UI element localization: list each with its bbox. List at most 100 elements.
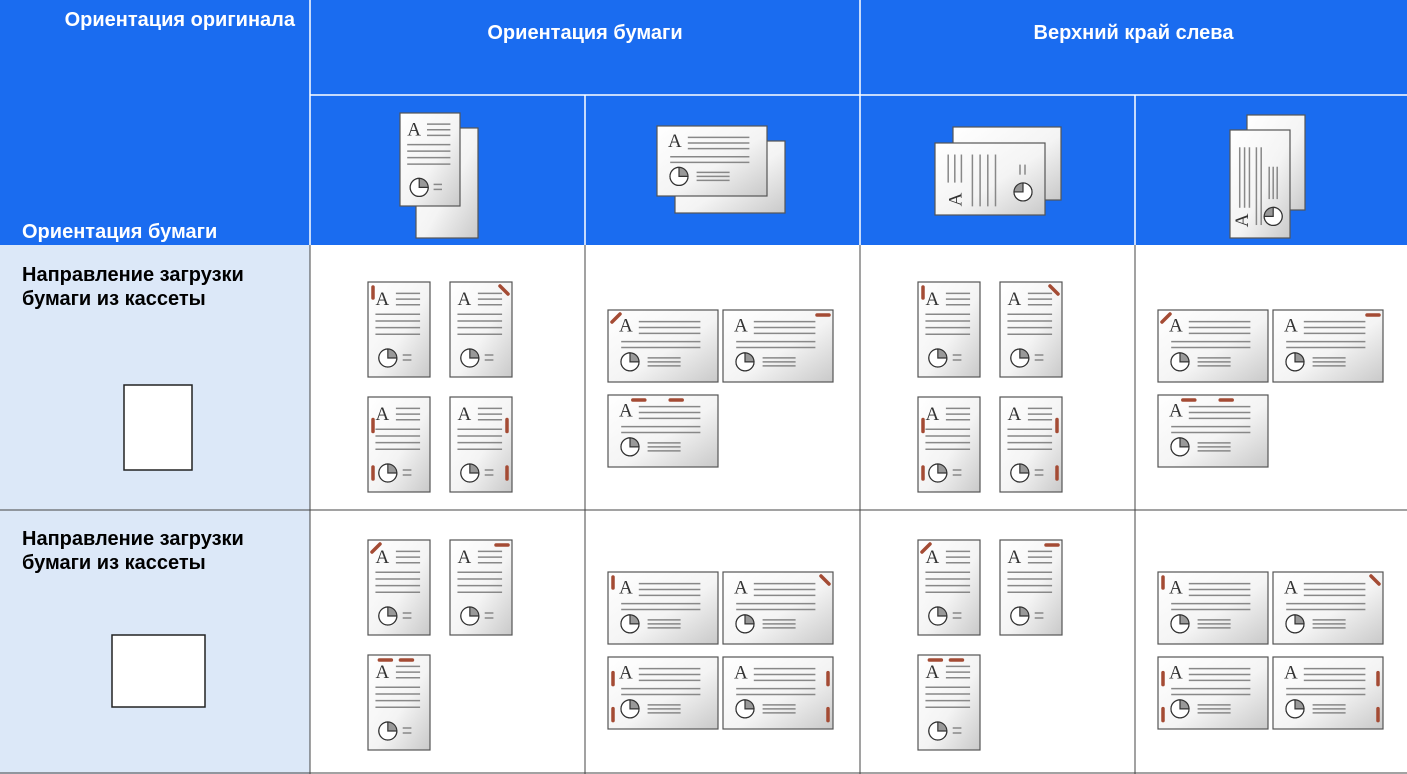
page	[917, 654, 981, 751]
glyph: A	[1007, 547, 1021, 568]
rotated-content: A	[1232, 147, 1283, 227]
page	[367, 654, 431, 751]
page	[917, 281, 981, 378]
pie-slice	[460, 348, 480, 368]
glyph: A	[1169, 578, 1183, 599]
page-icon: A	[1157, 309, 1269, 383]
pie-slice	[735, 352, 755, 372]
page	[999, 539, 1063, 636]
glyph: A	[1169, 316, 1183, 337]
glyph: A	[375, 404, 389, 425]
page-icon: A	[449, 281, 513, 378]
page	[399, 112, 461, 207]
glyph: A	[457, 404, 471, 425]
page	[999, 281, 1063, 378]
glyph: A	[619, 578, 633, 599]
pie-slice	[669, 166, 689, 186]
page-icon: A	[1157, 571, 1269, 645]
pie-slice	[620, 699, 640, 719]
page	[367, 281, 431, 378]
pie-slice	[1170, 699, 1190, 719]
page-icon: A	[934, 142, 1046, 216]
page	[367, 539, 431, 636]
page	[449, 281, 513, 378]
corner-bottom: Ориентация бумаги	[22, 221, 218, 243]
glyph: A	[1284, 316, 1298, 337]
pie-slice	[378, 721, 398, 741]
page-icon: A	[1157, 656, 1269, 730]
page-icon: A	[722, 571, 834, 645]
staple	[610, 312, 622, 324]
page-icon: A	[607, 309, 719, 383]
pie-slice	[1010, 348, 1030, 368]
pie-slice	[928, 348, 948, 368]
pie-slice	[620, 352, 640, 372]
glyph: A	[457, 289, 471, 310]
paper-portrait	[123, 384, 193, 471]
glyph: A	[734, 578, 748, 599]
pie-slice	[1013, 182, 1033, 202]
page	[449, 539, 513, 636]
group-header: Ориентация бумаги	[487, 22, 683, 44]
page-icon: A	[449, 396, 513, 493]
page-icon: A	[1157, 394, 1269, 468]
pie-slice	[620, 437, 640, 457]
pie-slice	[928, 463, 948, 483]
staple	[1048, 284, 1060, 296]
page-icon: A	[607, 571, 719, 645]
page	[449, 396, 513, 493]
page-icon: A	[449, 539, 513, 636]
page	[934, 142, 1046, 216]
glyph: A	[945, 192, 966, 206]
page-icon: A	[1272, 571, 1384, 645]
glyph: A	[668, 131, 682, 152]
staple	[819, 574, 831, 586]
pie-slice	[1285, 614, 1305, 634]
glyph: A	[734, 663, 748, 684]
page-icon: A	[722, 656, 834, 730]
page-icon: A	[917, 281, 981, 378]
page	[367, 396, 431, 493]
body-lines	[0, 245, 1407, 774]
group-header: Верхний край слева	[1033, 22, 1234, 44]
pie-slice	[378, 606, 398, 626]
pie-slice	[1285, 352, 1305, 372]
page-icon: A	[917, 539, 981, 636]
glyph: A	[619, 316, 633, 337]
pie-slice	[1263, 206, 1283, 226]
page-icon: A	[607, 394, 719, 468]
glyph: A	[734, 316, 748, 337]
glyph: A	[1169, 401, 1183, 422]
page-icon: A	[917, 654, 981, 751]
page-icon: A	[722, 309, 834, 383]
glyph: A	[407, 119, 421, 140]
staple	[1369, 574, 1381, 586]
pie-slice	[1285, 699, 1305, 719]
glyph: A	[375, 547, 389, 568]
page	[917, 396, 981, 493]
glyph: A	[1232, 213, 1253, 227]
glyph: A	[1284, 578, 1298, 599]
glyph: A	[925, 547, 939, 568]
paper-landscape	[111, 634, 206, 708]
rotated-content: A	[945, 154, 1033, 206]
page-icon: A	[399, 112, 461, 207]
staple	[498, 284, 510, 296]
pie-slice	[1010, 463, 1030, 483]
pie-slice	[735, 614, 755, 634]
pie-slice	[1170, 352, 1190, 372]
staple	[920, 542, 932, 554]
pie-slice	[928, 721, 948, 741]
glyph: A	[375, 289, 389, 310]
header-lines	[309, 0, 1407, 245]
staple	[370, 542, 382, 554]
page-icon: A	[367, 654, 431, 751]
page-icon: A	[656, 125, 768, 197]
pie-slice	[735, 699, 755, 719]
glyph: A	[925, 289, 939, 310]
page-icon: A	[999, 281, 1063, 378]
staple	[1160, 312, 1172, 324]
pie-slice	[460, 606, 480, 626]
page-icon: A	[367, 396, 431, 493]
